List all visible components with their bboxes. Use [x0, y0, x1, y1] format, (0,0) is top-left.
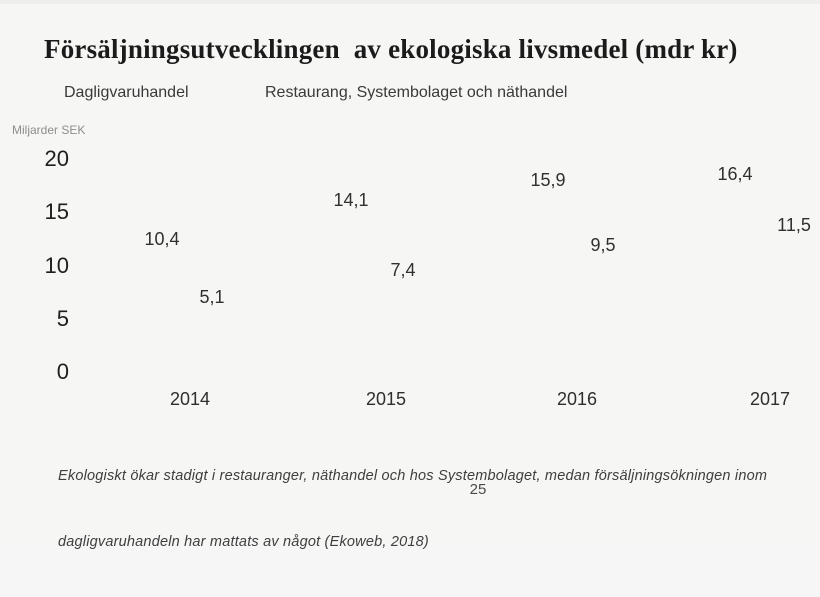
slide: Försäljningsutvecklingen av ekologiska l…: [0, 0, 820, 550]
value-label: 11,5: [777, 215, 811, 235]
y-tick-label: 10: [44, 253, 69, 278]
value-label: 5,1: [199, 287, 225, 307]
value-label: 9,5: [590, 235, 616, 255]
caption-line-1: Ekologiskt ökar stadigt i restauranger, …: [58, 468, 768, 484]
chart-title: Försäljningsutvecklingen av ekologiska l…: [44, 34, 738, 64]
y-tick-label: 15: [44, 199, 69, 224]
legend-item-restaurang-systembolaget-nathandel: Restaurang, Systembolaget och näthandel: [265, 84, 568, 101]
value-label: 7,4: [390, 260, 416, 280]
page-number: 25: [469, 481, 487, 498]
figure-caption: Ekologiskt ökar stadigt i restauranger, …: [58, 421, 767, 597]
y-tick-label: 0: [56, 359, 69, 384]
x-tick-label: 2015: [365, 389, 407, 409]
y-axis-unit-label: Miljarder SEK: [12, 123, 86, 137]
value-label: 15,9: [530, 170, 566, 190]
value-label: 16,4: [717, 164, 753, 184]
legend-item-dagligvaruhandel: Dagligvaruhandel: [64, 84, 189, 101]
y-tick-label: 20: [44, 146, 69, 171]
x-tick-label: 2016: [556, 389, 598, 409]
top-edge-strip: [0, 0, 820, 4]
x-tick-label: 2017: [749, 389, 791, 409]
caption-line-2: dagligvaruhandeln har mattats av något (…: [58, 534, 429, 550]
x-tick-label: 2014: [169, 389, 211, 409]
value-label: 10,4: [144, 229, 180, 249]
y-tick-label: 5: [56, 306, 69, 331]
value-label: 14,1: [333, 190, 369, 210]
chart-area: 20 15 10 5 0 2014 2015 2016 2017 10,4 14,1 15,9 16,4…: [44, 146, 811, 409]
